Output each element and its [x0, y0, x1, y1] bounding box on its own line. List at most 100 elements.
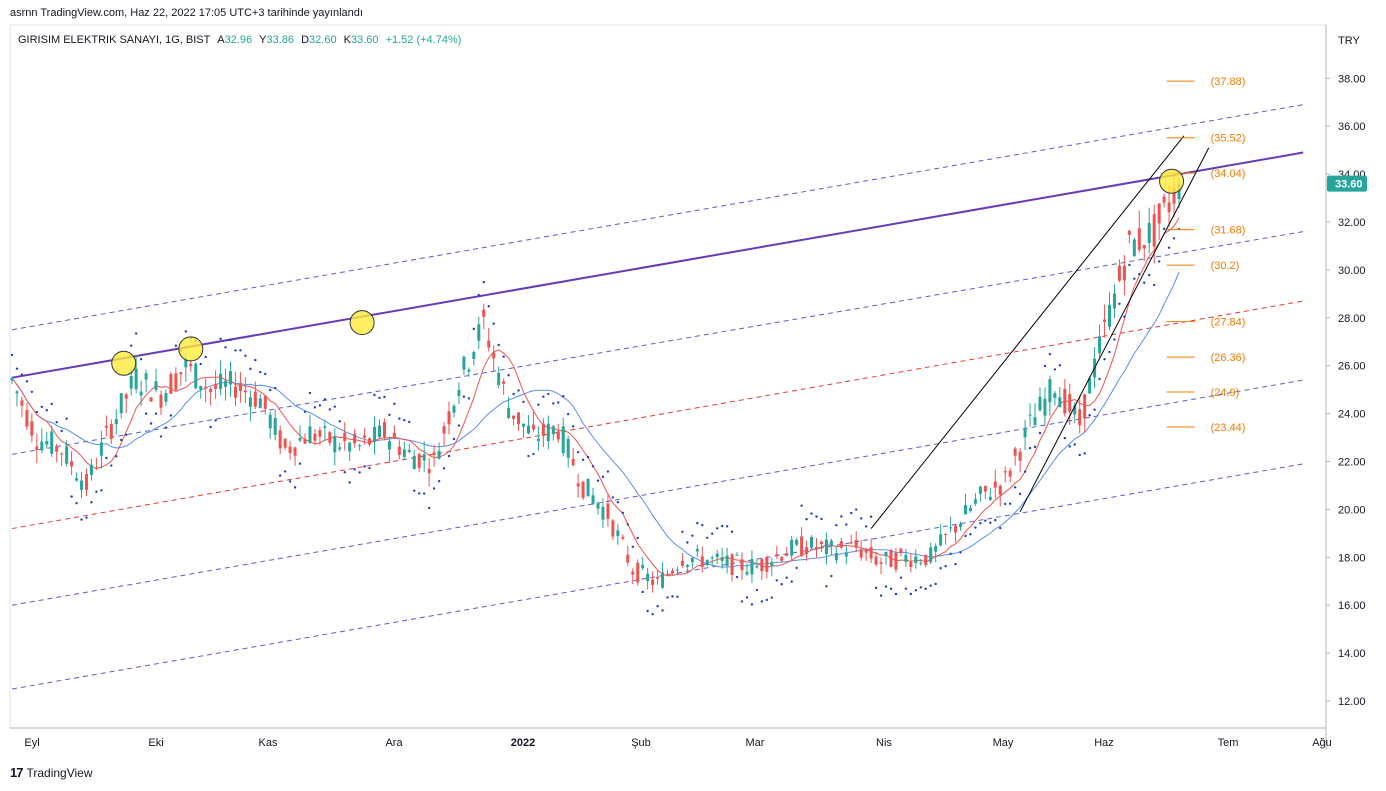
- candle-body: [1083, 394, 1087, 419]
- sar-dot: [20, 373, 24, 376]
- highlight-marker: [178, 336, 204, 362]
- sar-dot: [1133, 277, 1136, 280]
- candle-body: [805, 547, 809, 554]
- candle-body: [442, 426, 446, 434]
- y-tick-label: 18.00: [1338, 552, 1366, 564]
- sar-dot: [1083, 452, 1086, 455]
- candle-body: [1117, 265, 1121, 281]
- candle-body: [616, 530, 620, 537]
- candle-body: [795, 539, 799, 545]
- candle-body: [949, 527, 953, 529]
- fib-level-label: (37.88): [1211, 76, 1246, 88]
- candle-body: [939, 534, 943, 546]
- tradingview-brand[interactable]: 17 TradingView: [10, 765, 93, 780]
- sar-dot: [994, 518, 997, 522]
- sar-dot: [418, 492, 421, 495]
- sar-dot: [338, 420, 341, 423]
- candle-body: [224, 380, 228, 387]
- candle-body: [700, 556, 704, 567]
- y-tick-label: 28.00: [1338, 313, 1366, 325]
- sar-dot: [70, 495, 73, 498]
- sar-dot: [318, 404, 322, 407]
- candle-body: [253, 391, 257, 407]
- candle-body: [273, 418, 277, 435]
- sar-dot: [800, 504, 803, 507]
- sar-dot: [944, 565, 947, 568]
- sar-dot: [442, 467, 446, 470]
- sar-dot: [512, 392, 515, 396]
- candle-body: [268, 414, 272, 429]
- sar-dot: [715, 527, 719, 530]
- y-tick-label: 12.00: [1338, 696, 1366, 708]
- sar-dot: [522, 400, 525, 404]
- candle-body: [452, 405, 456, 413]
- candle-body: [834, 553, 838, 561]
- candle-body: [1023, 427, 1027, 438]
- candle-body: [576, 483, 580, 487]
- candle-body: [899, 548, 903, 553]
- candle-body: [258, 398, 262, 409]
- candle-body: [884, 551, 888, 557]
- sar-dot: [517, 389, 520, 392]
- sar-dot: [855, 508, 858, 511]
- sar-dot: [214, 419, 217, 422]
- candle-body: [238, 383, 242, 391]
- sar-dot: [1078, 453, 1081, 457]
- candle-body: [680, 560, 684, 566]
- sar-dot: [874, 586, 878, 590]
- candle-body: [174, 373, 178, 390]
- candle-body: [1088, 378, 1092, 394]
- symbol-name: GIRISIM ELEKTRIK SANAYI, 1G, BIST: [18, 34, 211, 46]
- candle-body: [219, 373, 223, 389]
- sar-dot: [735, 575, 739, 579]
- sar-dot: [139, 358, 143, 361]
- candle-body: [929, 547, 933, 563]
- candle-body: [184, 358, 188, 368]
- sar-dot: [353, 468, 356, 471]
- sar-dot: [1033, 445, 1037, 449]
- sar-dot: [1152, 283, 1156, 287]
- sar-dot: [259, 371, 262, 374]
- sar-dot: [939, 566, 942, 570]
- median-line: [11, 300, 1304, 530]
- symbol-legend: GIRISIM ELEKTRIK SANAYI, 1G, BIST A32.96…: [18, 34, 461, 46]
- candle-body: [919, 562, 923, 564]
- candle-body: [382, 421, 386, 438]
- candle-body: [536, 438, 540, 442]
- sar-dot: [40, 405, 43, 409]
- sar-dot: [45, 409, 48, 412]
- candle-body: [60, 453, 64, 455]
- sar-dot: [50, 402, 53, 406]
- y-tick-label: 32.00: [1338, 217, 1366, 229]
- candle-body: [35, 446, 39, 450]
- sar-dot: [1113, 338, 1116, 341]
- sar-dot: [850, 511, 853, 515]
- sar-dot: [447, 454, 451, 458]
- sar-dot: [606, 470, 610, 473]
- candle-body: [209, 388, 213, 392]
- sar-dot: [537, 403, 540, 406]
- sar-dot: [835, 523, 838, 527]
- candle-body: [770, 562, 774, 567]
- sar-dot: [298, 462, 302, 465]
- brand-name: TradingView: [26, 765, 93, 780]
- sar-dot: [75, 502, 78, 505]
- sar-dot: [413, 489, 416, 492]
- sar-dot: [199, 362, 202, 366]
- candle-body: [983, 485, 987, 492]
- sar-dot: [770, 596, 774, 599]
- candle-body: [656, 576, 660, 579]
- sar-dot: [547, 392, 550, 396]
- channel-line: [11, 463, 1304, 690]
- candle-body: [1132, 239, 1136, 256]
- sar-dot: [527, 454, 530, 458]
- sar-dot: [989, 521, 992, 524]
- sar-dot: [586, 455, 590, 459]
- sar-dot: [666, 596, 669, 599]
- sar-dot: [984, 519, 987, 522]
- sar-dot: [308, 391, 312, 395]
- candle-body: [1157, 203, 1161, 224]
- sar-dot: [725, 525, 729, 528]
- resistance-trend-line: [11, 151, 1304, 379]
